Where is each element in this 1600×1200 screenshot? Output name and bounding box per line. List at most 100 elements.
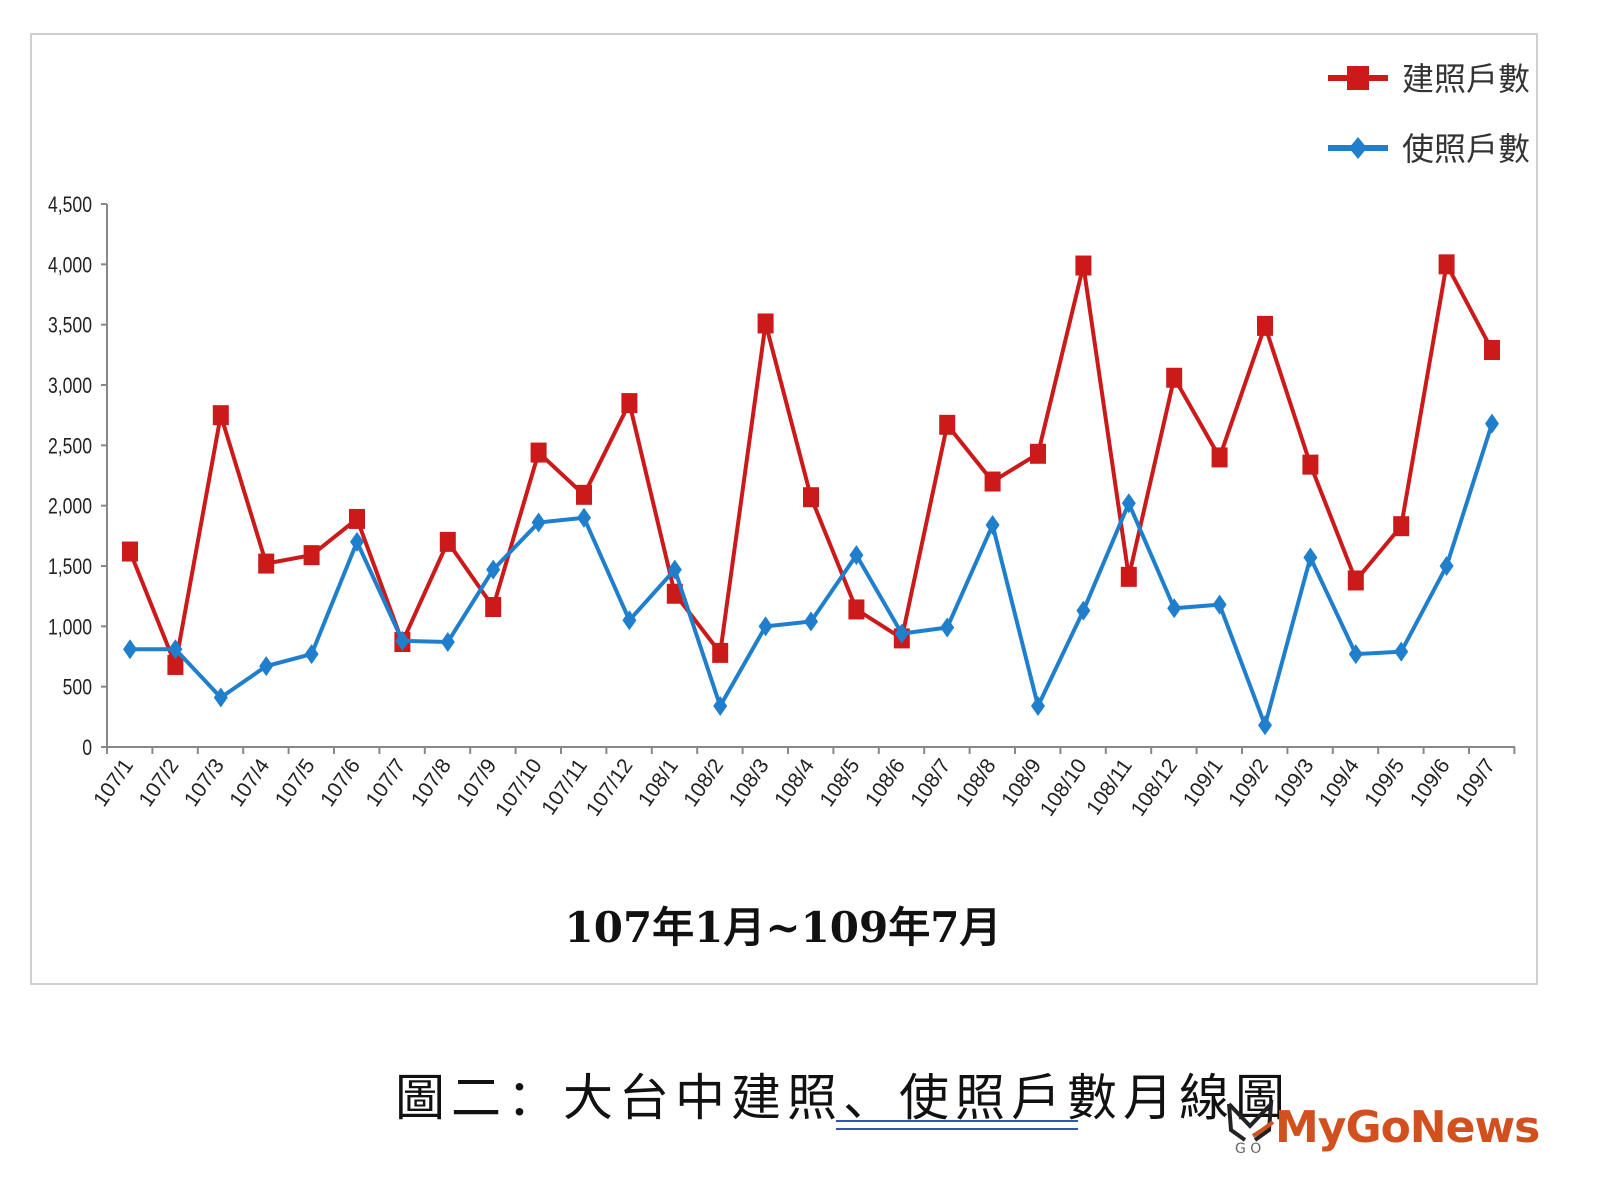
data-point-square [1393, 516, 1410, 537]
data-point-square [167, 654, 184, 675]
data-point-square [212, 405, 229, 426]
x-tick-label: 108/5 [816, 755, 865, 811]
data-point-diamond [894, 623, 909, 644]
figure-caption: 圖二：大台中建照、使照戶數月線圖 [395, 1069, 1291, 1127]
data-point-square [485, 597, 502, 618]
data-point-square [848, 599, 865, 620]
x-tick-label: 107/10 [491, 755, 547, 821]
legend-marker-square [1347, 66, 1369, 90]
x-tick-label: 107/5 [271, 755, 320, 811]
x-tick-label: 108/3 [725, 755, 774, 811]
data-point-diamond [1303, 547, 1318, 568]
data-point-square [439, 531, 456, 552]
data-point-diamond [940, 617, 955, 638]
x-tick-label: 109/4 [1315, 754, 1364, 811]
data-point-diamond [849, 545, 864, 566]
y-tick-label: 3,500 [48, 314, 92, 338]
data-point-square [1438, 254, 1455, 275]
x-tick-label: 108/8 [952, 755, 1001, 811]
x-tick-label: 108/1 [634, 755, 683, 811]
legend-marker-diamond [1349, 137, 1367, 159]
data-point-square [258, 553, 275, 574]
data-point-diamond [577, 507, 591, 528]
y-tick-label: 2,000 [48, 495, 92, 519]
y-tick-label: 4,000 [48, 254, 92, 278]
line-chart: 0 500 1,000 1,500 2,000 2,500 3,000 3,500 4,000 4… [48, 61, 1530, 952]
data-point-square [1257, 315, 1273, 336]
x-tick-label: 107/2 [135, 755, 184, 811]
data-point-diamond [1258, 715, 1272, 736]
data-point-square [576, 484, 592, 505]
data-point-diamond [1167, 598, 1182, 619]
x-tick-label: 107/1 [89, 755, 138, 811]
data-point-diamond [395, 630, 410, 651]
data-point-diamond [123, 639, 137, 660]
caption-underline [836, 1120, 1078, 1130]
x-tick-label: 109/3 [1270, 755, 1319, 811]
data-point-square [1302, 454, 1319, 475]
data-point-square [530, 442, 547, 463]
y-tick-label: 1,000 [48, 616, 92, 640]
x-tick-label: 107/6 [316, 755, 365, 811]
data-point-diamond [440, 632, 455, 653]
svg-text:G O: G O [1235, 1141, 1261, 1155]
data-point-diamond [259, 656, 274, 677]
data-point-square [712, 642, 729, 663]
data-point-diamond [350, 531, 364, 552]
data-point-square [1347, 570, 1364, 591]
x-tick-label: 107/12 [582, 755, 638, 821]
data-point-diamond [1031, 695, 1045, 716]
data-point-diamond [213, 687, 228, 708]
data-point-square [122, 541, 138, 562]
logo-mark-icon: G O [1227, 1100, 1275, 1155]
data-point-diamond [168, 639, 183, 660]
data-point-diamond [667, 559, 682, 580]
series-line-0 [128, 258, 1494, 673]
data-point-square [1166, 367, 1183, 388]
data-point-square [803, 487, 819, 508]
data-point-diamond [622, 610, 637, 631]
y-tick-label: 4,500 [48, 193, 92, 217]
x-tick-label: 108/2 [679, 755, 728, 811]
legend-label-1: 使照戶數 [1402, 131, 1530, 167]
x-tick-label: 108/10 [1036, 755, 1092, 821]
data-point-square [621, 393, 638, 414]
y-tick-label: 2,500 [48, 435, 92, 459]
data-point-square [1484, 340, 1500, 361]
data-point-square [1030, 443, 1046, 464]
data-point-diamond [1076, 600, 1091, 621]
x-tick-label: 107/3 [180, 755, 229, 811]
x-tick-label: 108/4 [770, 754, 819, 811]
y-tick-label: 500 [63, 676, 92, 700]
data-point-square [984, 471, 1001, 492]
x-tick-label: 107/4 [225, 754, 274, 811]
logo-text: MyGoNews [1275, 1102, 1540, 1153]
data-point-square [1120, 566, 1137, 587]
y-tick-label: 1,500 [48, 555, 92, 579]
x-tick-label: 107/8 [407, 755, 456, 811]
data-point-square [757, 313, 774, 334]
data-point-square [1211, 447, 1228, 468]
data-point-square [303, 545, 320, 566]
x-tick-label: 109/2 [1224, 755, 1273, 811]
x-tick-label: 107/7 [362, 755, 411, 811]
data-point-diamond [1348, 644, 1363, 665]
x-tick-label: 109/1 [1179, 755, 1228, 811]
x-tick-label: 109/6 [1406, 755, 1455, 811]
legend-label-0: 建照戶數 [1402, 61, 1530, 97]
data-point-diamond [1121, 493, 1136, 514]
y-tick-label: 3,000 [48, 374, 92, 398]
y-tick-label: 0 [82, 736, 92, 760]
series-line-1 [130, 423, 1494, 732]
data-point-square [939, 414, 956, 435]
data-point-diamond [758, 616, 773, 637]
chart-frame [30, 33, 1538, 985]
data-point-square [1075, 255, 1092, 276]
data-point-diamond [713, 695, 728, 716]
x-tick-label: 108/12 [1127, 755, 1183, 821]
data-point-diamond [1439, 556, 1454, 576]
x-tick-label: 108/7 [906, 755, 955, 811]
x-tick-label: 108/6 [861, 755, 910, 811]
data-point-diamond [804, 611, 818, 632]
data-point-diamond [486, 559, 501, 580]
